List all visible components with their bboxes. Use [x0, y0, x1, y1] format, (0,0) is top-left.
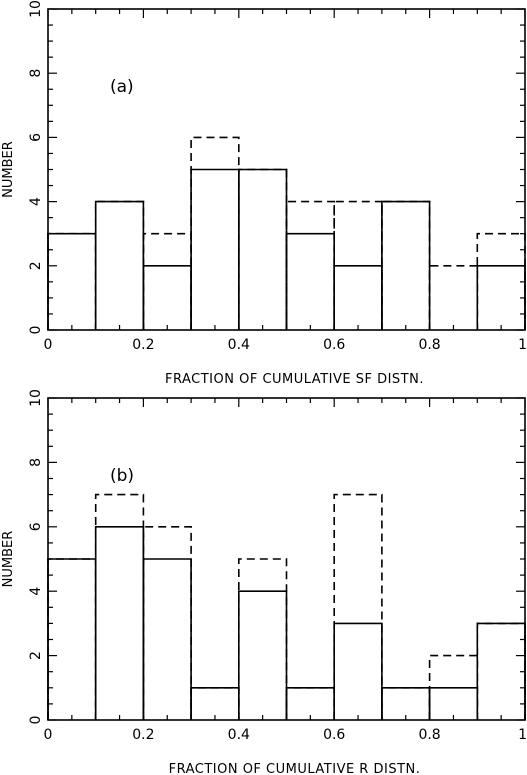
histogram-bar-dashed: [142, 232, 192, 330]
y-axis-label: NUMBER: [1, 531, 16, 588]
histogram-bar-solid: [94, 526, 145, 720]
x-tick-label: 1: [518, 337, 527, 353]
panel-label: (a): [110, 77, 134, 97]
histogram-bar-dashed: [94, 493, 145, 720]
histogram-bar-solid: [476, 622, 526, 720]
y-tick-label: 6: [28, 522, 44, 531]
x-tick-label: 0.6: [323, 727, 345, 743]
panel-label: (b): [110, 466, 134, 486]
histogram-bar-solid: [47, 232, 97, 330]
histogram-bar-solid: [142, 265, 192, 330]
y-tick-label: 4: [28, 197, 44, 206]
histogram-bar-dashed: [142, 526, 192, 720]
histogram-series-solid: [47, 168, 526, 330]
x-tick-label: 0.2: [132, 727, 154, 743]
x-tick-label: 0: [44, 727, 53, 743]
histogram-bar-dashed: [476, 622, 526, 720]
y-axis-label: NUMBER: [1, 141, 16, 198]
y-tick-label: 6: [28, 133, 44, 142]
histogram-bar-dashed: [238, 168, 288, 330]
histogram-bar-dashed: [333, 493, 383, 720]
y-tick-label: 10: [28, 0, 44, 18]
x-tick-label: 0.6: [323, 337, 345, 353]
histogram-series-solid: [47, 526, 526, 720]
y-tick-label: 8: [28, 69, 44, 78]
y-tick-label: 10: [28, 389, 44, 407]
histogram-bar-solid: [47, 558, 97, 720]
histogram-bar-dashed: [381, 200, 431, 330]
x-tick-label: 1: [518, 727, 527, 743]
histogram-bar-solid: [238, 168, 288, 330]
x-tick-label: 0: [44, 337, 53, 353]
x-tick-label: 0.4: [228, 337, 250, 353]
y-tick-label: 0: [28, 326, 44, 335]
histogram-bar-solid: [190, 168, 240, 330]
histogram-bar-solid: [476, 265, 526, 330]
histogram-bar-dashed: [47, 558, 97, 720]
y-tick-label: 4: [28, 587, 44, 596]
histogram-bar-solid: [94, 200, 145, 330]
x-axis-label: FRACTION OF CUMULATIVE R DISTN.: [169, 762, 421, 775]
histogram-bar-solid: [285, 232, 335, 330]
x-tick-label: 0.8: [418, 337, 440, 353]
histogram-bar-solid: [238, 590, 288, 720]
histogram-bar-solid: [333, 622, 383, 720]
y-tick-label: 8: [28, 458, 44, 467]
y-tick-label: 2: [28, 651, 44, 660]
x-tick-label: 0.8: [418, 727, 440, 743]
y-tick-label: 2: [28, 261, 44, 270]
histogram-bar-dashed: [238, 558, 288, 720]
x-axis-label: FRACTION OF CUMULATIVE SF DISTN.: [165, 372, 424, 387]
histogram-bar-dashed: [190, 136, 240, 330]
histogram-bar-dashed: [94, 200, 145, 330]
histogram-bar-solid: [381, 200, 431, 330]
histogram-bar-dashed: [47, 232, 97, 330]
histogram-bar-dashed: [285, 200, 335, 330]
histogram-bar-dashed: [428, 265, 479, 330]
x-tick-label: 0.2: [132, 337, 154, 353]
histogram-bar-dashed: [476, 232, 526, 330]
histogram-bar-solid: [142, 558, 192, 720]
histogram-bar-solid: [333, 265, 383, 330]
x-tick-label: 0.4: [228, 727, 250, 743]
y-tick-label: 0: [28, 716, 44, 725]
